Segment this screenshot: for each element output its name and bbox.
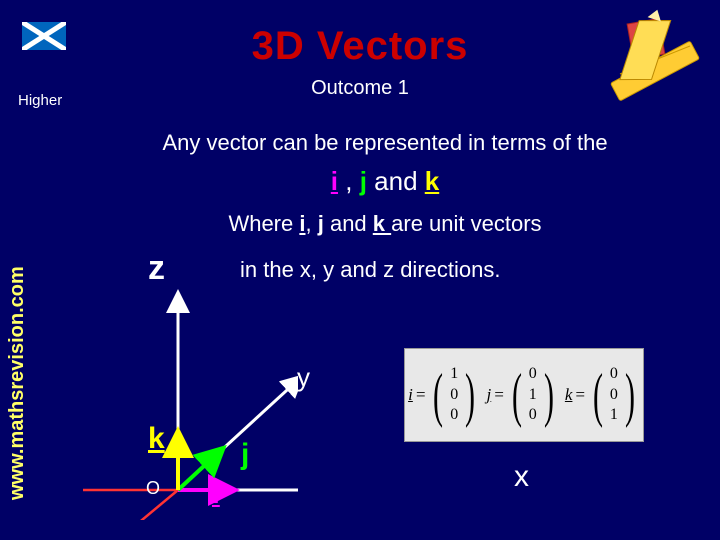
intro-line: Any vector can be represented in terms o… — [70, 130, 700, 156]
y-axis-label: y — [297, 362, 310, 393]
j-unit: j — [360, 166, 367, 196]
ijk-heading: i , j and k — [70, 166, 700, 197]
unit-vectors-line: Where i, j and k are unit vectors — [70, 211, 700, 237]
unit-vector-matrices: i = ( 1 0 0 ) j = ( 0 1 0 ) k = ( 0 0 1 … — [404, 348, 644, 442]
x-axis-label: x — [514, 460, 529, 494]
higher-label: Higher — [18, 92, 62, 109]
matrix-i: i = ( 1 0 0 ) — [408, 364, 480, 426]
scotland-flag-icon — [22, 22, 66, 50]
stationery-illustration-icon — [600, 6, 700, 106]
i-unit: i — [331, 166, 338, 196]
sidebar-url: www.mathsrevision.com — [6, 266, 29, 500]
origin-label: O — [146, 478, 160, 499]
i-vector-label: i — [212, 478, 220, 510]
matrix-k: k = ( 0 0 1 ) — [565, 364, 640, 426]
k-vector-label: k — [148, 422, 165, 456]
matrix-j: j = ( 0 1 0 ) — [486, 364, 558, 426]
k-unit: k — [425, 166, 439, 196]
content-block: Any vector can be represented in terms o… — [70, 130, 700, 283]
axes-diagram — [68, 280, 298, 520]
j-vector-label: j — [241, 438, 249, 472]
